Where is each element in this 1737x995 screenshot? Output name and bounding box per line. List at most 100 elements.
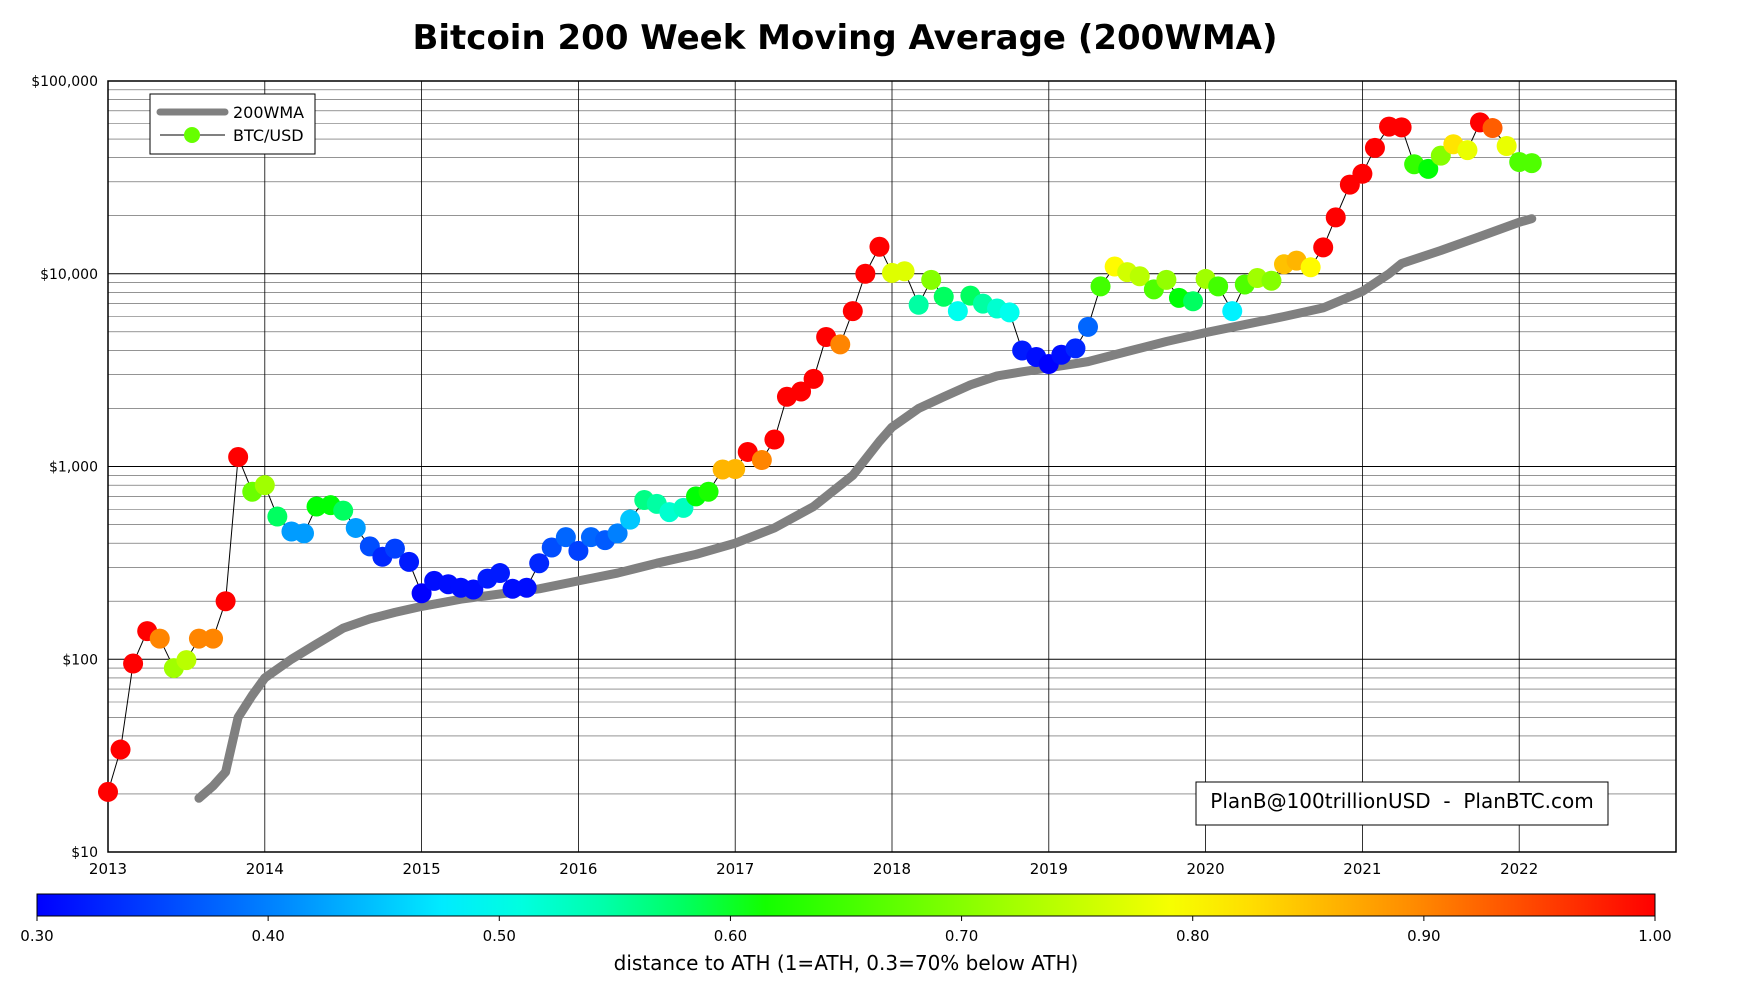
legend-label-200wma: 200WMA <box>233 103 304 122</box>
btc-data-point <box>764 429 785 450</box>
btc-data-point <box>855 263 876 284</box>
btc-data-point <box>947 301 968 322</box>
btc-data-point <box>1521 153 1542 174</box>
btc-data-point <box>1418 158 1439 179</box>
btc-data-point <box>490 563 510 584</box>
plot-frame <box>107 80 1677 853</box>
x-tick-label: 2021 <box>1343 860 1381 878</box>
btc-data-point <box>110 739 131 760</box>
y-tick-label: $1,000 <box>49 460 98 476</box>
btc-data-point <box>999 302 1020 323</box>
btc-data-point <box>228 447 249 468</box>
btc-data-point <box>541 537 562 558</box>
btc-data-point <box>933 286 954 307</box>
btc-data-point <box>333 500 354 521</box>
y-tick-label: $10 <box>71 845 98 861</box>
btc-data-point <box>1156 269 1177 290</box>
btc-data-point <box>1183 291 1204 312</box>
colorbar-tick-label: 0.60 <box>714 927 747 945</box>
btc-data-point <box>894 261 915 282</box>
x-tick-label: 2020 <box>1187 860 1225 878</box>
colorbar-tick-label: 0.80 <box>1176 927 1209 945</box>
btc-data-point <box>411 583 432 604</box>
btc-data-point <box>345 517 366 538</box>
btc-data-point <box>1078 316 1098 337</box>
btc-data-point <box>215 591 236 612</box>
colorbar-ticks: 0.30 0.40 0.50 0.60 0.70 0.80 0.90 1.00 <box>20 916 1672 945</box>
x-tick-label: 2018 <box>873 860 911 878</box>
btc-data-point <box>1482 118 1503 139</box>
colorbar-tick-label: 0.30 <box>20 927 53 945</box>
colorbar <box>36 893 1656 917</box>
legend: 200WMA BTC/USD <box>149 93 316 155</box>
btc-data-point <box>1496 136 1517 157</box>
btc-data-point <box>1065 338 1086 359</box>
btc-data-point <box>1300 257 1321 278</box>
x-axis: 2013 2014 2015 2016 2017 2018 2019 2020 2021 2022 <box>89 860 1538 878</box>
btc-data-point <box>1457 140 1478 161</box>
btc-data-point <box>1129 266 1150 287</box>
btc-data-point <box>751 450 772 471</box>
btc-data-point <box>791 381 812 402</box>
chart-title: Bitcoin 200 Week Moving Average (200WMA) <box>412 18 1277 58</box>
btc-data-point <box>463 579 484 600</box>
btc-data-point <box>123 653 144 674</box>
colorbar-tick-label: 0.40 <box>251 927 284 945</box>
btc-data-point <box>607 523 628 544</box>
btc-data-point <box>1313 237 1334 258</box>
x-tick-label: 2013 <box>89 860 127 878</box>
btc-data-point <box>1222 301 1243 322</box>
btc-data-point <box>1391 117 1412 138</box>
btc-data-point <box>725 459 746 480</box>
btc-data-point <box>267 506 288 527</box>
btc-data-point <box>1364 137 1385 158</box>
x-tick-label: 2019 <box>1030 860 1068 878</box>
colorbar-tick-label: 0.50 <box>483 927 516 945</box>
series-btc-line <box>107 121 1532 793</box>
btc-data-point <box>921 269 942 290</box>
colorbar-tick-label: 0.90 <box>1407 927 1440 945</box>
btc-data-point <box>176 650 197 671</box>
series-layer <box>107 121 1537 803</box>
btc-data-point <box>698 481 719 502</box>
y-tick-label: $100,000 <box>31 74 98 90</box>
legend-box <box>149 93 316 155</box>
colorbar-tick-label: 0.70 <box>945 927 978 945</box>
btc-data-point <box>188 628 209 649</box>
btc-data-point <box>620 509 641 530</box>
btc-data-point <box>555 527 576 548</box>
colorbar-label: distance to ATH (1=ATH, 0.3=70% below AT… <box>614 951 1079 975</box>
series-200wma-line <box>194 214 1537 803</box>
btc-data-point <box>149 628 170 649</box>
legend-swatch-btc-marker <box>184 127 200 143</box>
y-tick-label: $100 <box>62 652 98 668</box>
colorbar-tick-label: 1.00 <box>1638 927 1671 945</box>
btc-data-point <box>516 577 537 598</box>
btc-data-point <box>842 301 863 322</box>
btc-data-point <box>830 334 851 355</box>
x-tick-label: 2015 <box>403 860 441 878</box>
x-tick-label: 2022 <box>1500 860 1538 878</box>
btc-data-point <box>1352 163 1373 184</box>
btc-data-point <box>568 540 589 561</box>
grid <box>107 81 1676 853</box>
points-layer <box>98 112 1542 802</box>
x-tick-label: 2016 <box>559 860 597 878</box>
btc-data-point <box>294 523 314 544</box>
btc-data-point <box>98 781 118 802</box>
y-tick-label: $10,000 <box>40 267 98 283</box>
btc-data-point <box>529 553 550 574</box>
btc-data-point <box>1261 270 1282 291</box>
btc-data-point <box>1208 276 1229 297</box>
btc-data-point <box>203 628 224 649</box>
btc-data-point <box>384 538 405 559</box>
btc-data-point <box>869 236 890 257</box>
annotation-box: PlanB@100trillionUSD - PlanBTC.com <box>1195 781 1609 826</box>
x-tick-label: 2017 <box>716 860 754 878</box>
x-tick-label: 2014 <box>246 860 284 878</box>
btc-data-point <box>254 475 275 496</box>
btc-data-point <box>908 294 929 315</box>
btc-data-point <box>803 368 824 389</box>
